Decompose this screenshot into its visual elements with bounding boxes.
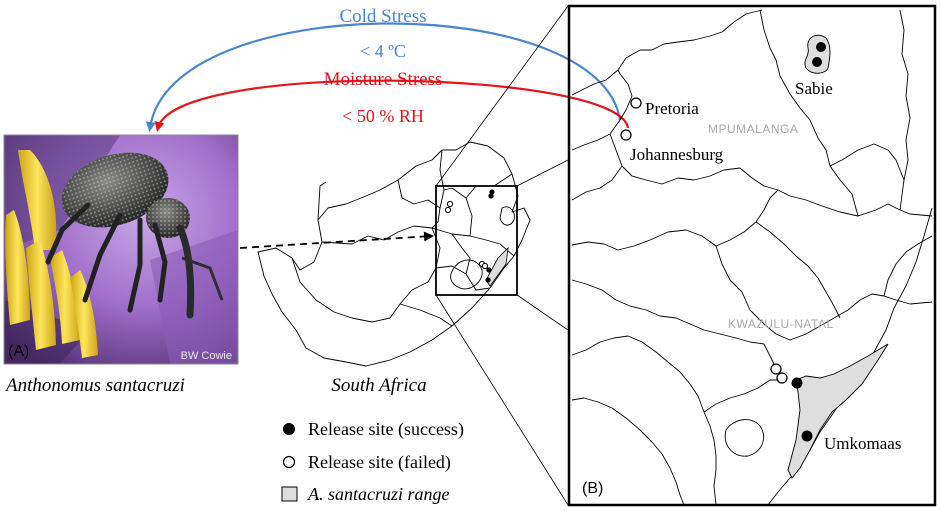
moisture-stress-title: Moisture Stress — [324, 69, 443, 90]
legend: Release site (success) Release site (fai… — [281, 419, 464, 504]
south-africa-map — [257, 141, 531, 367]
photo-panel-label: (A) — [8, 343, 29, 360]
detail-map: Pretoria Johannesburg Sabie Umkomaas MPU… — [571, 9, 933, 506]
weevil — [45, 152, 224, 319]
site-kzn-failed-1 — [770, 363, 782, 375]
weevil-photo — [4, 135, 238, 364]
cold-stress-title: Cold Stress — [339, 6, 426, 27]
legend-success-marker — [283, 423, 295, 435]
photo-credit: BW Cowie — [181, 350, 232, 362]
overview-range — [485, 246, 509, 287]
site-sabie-1 — [816, 42, 826, 52]
province-label-kwazulu-natal: KWAZULU-NATAL — [728, 317, 834, 331]
photo-to-map-arrow — [239, 231, 434, 249]
site-pretoria — [630, 97, 642, 109]
moisture-stress-threshold: < 50 % RH — [342, 106, 424, 126]
legend-failed-marker — [282, 455, 296, 469]
stamens — [5, 150, 98, 358]
legend-range-swatch — [281, 486, 298, 502]
site-johannesburg — [620, 129, 632, 141]
detail-map-frame — [567, 4, 937, 507]
city-label-pretoria: Pretoria — [645, 99, 699, 118]
site-umkomaas — [801, 430, 813, 442]
city-label-sabie: Sabie — [795, 79, 833, 98]
city-label-johannesburg: Johannesburg — [630, 145, 724, 164]
legend-success-label: Release site (success) — [308, 419, 464, 440]
range-sabie — [804, 34, 831, 74]
site-sabie-2 — [812, 57, 822, 67]
detail-panel-label: (B) — [582, 480, 603, 497]
legend-failed-label: Release site (failed) — [308, 452, 451, 473]
city-label-umkomaas: Umkomaas — [824, 434, 901, 453]
inset-selection-box — [435, 185, 518, 296]
cold-stress-arrow — [145, 22, 622, 132]
legend-range-label: A. santacruzi range — [307, 484, 450, 504]
range-coast — [787, 343, 889, 479]
country-label: South Africa — [331, 375, 426, 396]
site-kzn-success — [791, 377, 803, 389]
site-kzn-failed-2 — [776, 372, 788, 384]
province-label-mpumalanga: MPUMALANGA — [708, 122, 798, 136]
moisture-stress-arrow — [154, 79, 630, 132]
species-name: Anthonomus santacruzi — [4, 375, 185, 396]
cold-stress-threshold: < 4 ºC — [360, 41, 406, 61]
inset-connector-lines — [435, 5, 569, 506]
overview-release-sites — [444, 189, 495, 283]
